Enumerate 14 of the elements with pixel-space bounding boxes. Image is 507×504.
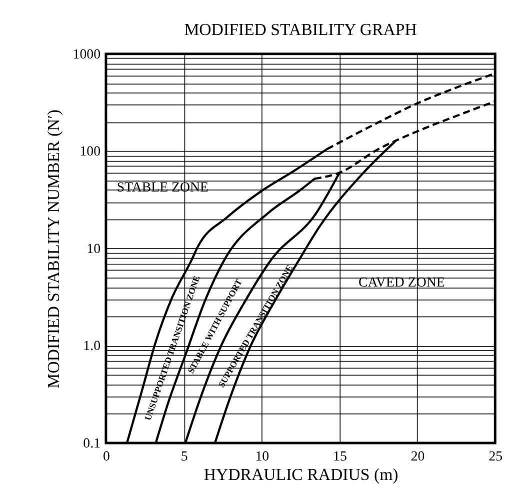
x-tick-label: 0 [102, 448, 110, 464]
x-tick-label: 15 [333, 448, 347, 464]
y-tick-label: 10 [86, 240, 101, 256]
x-axis-title: HYDRAULIC RADIUS (m) [204, 465, 398, 484]
y-tick-label: 1000 [72, 46, 101, 62]
y-tick-label: 1.0 [83, 338, 101, 354]
x-tick-label: 5 [180, 448, 188, 464]
chart-title: MODIFIED STABILITY GRAPH [184, 20, 417, 40]
y-axis-title: MODIFIED STABILITY NUMBER (N′) [44, 110, 63, 388]
y-tick-label: 100 [80, 144, 101, 159]
x-tick-label: 10 [255, 448, 270, 464]
y-tick-label: 0.1 [83, 436, 101, 451]
x-tick-label: 20 [410, 448, 425, 464]
x-tick-label: 25 [488, 448, 503, 464]
